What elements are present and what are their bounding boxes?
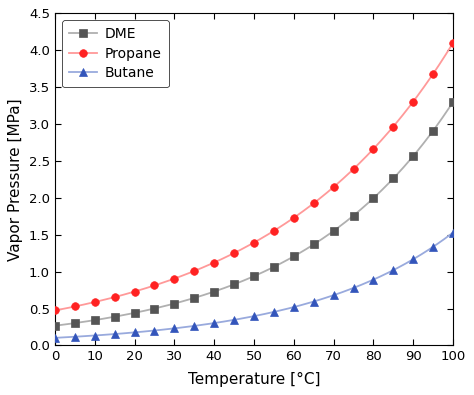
DME <box>92 318 98 322</box>
Propane <box>410 99 416 104</box>
Butane <box>211 321 217 325</box>
Butane <box>331 293 337 297</box>
DME <box>112 314 118 319</box>
Butane <box>231 318 237 322</box>
Butane <box>391 268 396 273</box>
Butane <box>72 335 78 339</box>
Propane <box>191 269 197 273</box>
DME <box>291 254 297 259</box>
Propane <box>112 295 118 299</box>
Propane <box>430 71 436 76</box>
Line: Propane: Propane <box>51 39 457 314</box>
Propane <box>251 240 257 245</box>
Propane <box>72 304 78 309</box>
Propane <box>351 167 356 171</box>
DME <box>72 321 78 325</box>
DME <box>331 229 337 233</box>
Butane <box>450 230 456 235</box>
DME <box>172 301 177 306</box>
Line: DME: DME <box>51 98 457 329</box>
DME <box>132 310 137 315</box>
DME <box>211 289 217 294</box>
Propane <box>291 215 297 220</box>
DME <box>371 196 376 201</box>
Propane <box>331 185 337 190</box>
Butane <box>271 310 277 314</box>
Butane <box>410 257 416 261</box>
DME <box>430 128 436 133</box>
Propane <box>152 283 157 288</box>
Legend: DME, Propane, Butane: DME, Propane, Butane <box>62 20 169 87</box>
X-axis label: Temperature [°C]: Temperature [°C] <box>188 372 320 387</box>
Butane <box>112 332 118 337</box>
Propane <box>311 201 317 206</box>
Butane <box>371 277 376 282</box>
Propane <box>231 251 237 256</box>
DME <box>391 176 396 181</box>
Butane <box>132 330 137 335</box>
Propane <box>391 124 396 129</box>
DME <box>311 242 317 247</box>
Propane <box>132 289 137 294</box>
DME <box>191 295 197 300</box>
Butane <box>351 286 356 290</box>
Butane <box>430 245 436 249</box>
Propane <box>52 308 58 313</box>
Butane <box>152 328 157 333</box>
Butane <box>311 299 317 304</box>
DME <box>231 282 237 287</box>
DME <box>251 274 257 278</box>
Butane <box>291 305 297 309</box>
Propane <box>92 300 98 305</box>
Butane <box>52 335 58 340</box>
Y-axis label: Vapor Pressure [MPa]: Vapor Pressure [MPa] <box>9 98 23 261</box>
Butane <box>172 326 177 331</box>
Propane <box>371 147 376 151</box>
DME <box>52 324 58 328</box>
Propane <box>172 276 177 281</box>
Line: Butane: Butane <box>51 229 457 342</box>
DME <box>351 213 356 218</box>
Propane <box>211 260 217 265</box>
Propane <box>271 228 277 233</box>
DME <box>410 154 416 158</box>
Butane <box>191 324 197 328</box>
DME <box>450 100 456 104</box>
DME <box>271 265 277 269</box>
Propane <box>450 40 456 45</box>
Butane <box>251 314 257 318</box>
DME <box>152 306 157 311</box>
Butane <box>92 333 98 338</box>
